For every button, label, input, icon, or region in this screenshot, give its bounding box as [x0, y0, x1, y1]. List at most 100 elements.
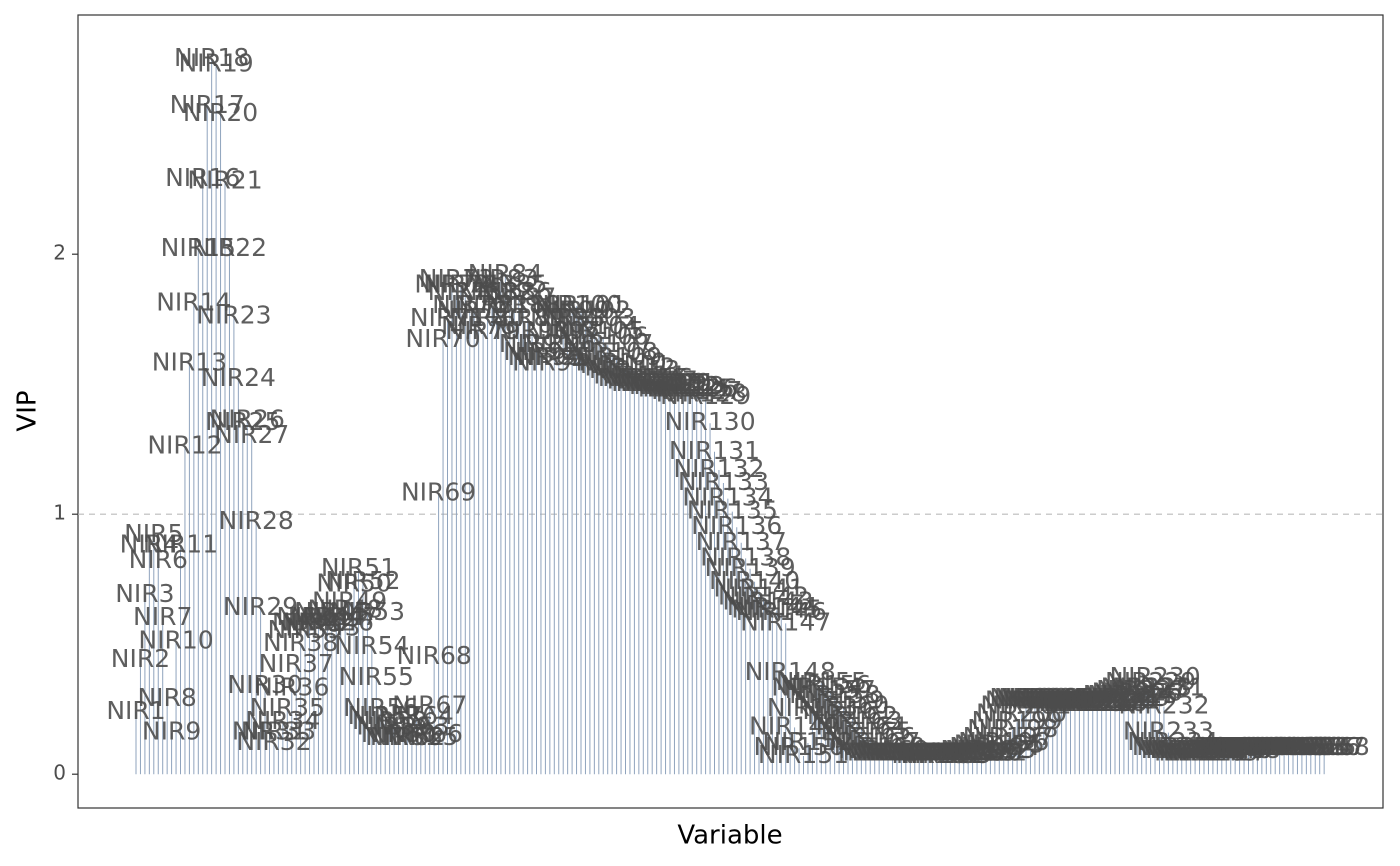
point-label: NIR259	[1239, 732, 1330, 761]
point-label: NIR225	[1087, 680, 1178, 709]
point-label: NIR201	[980, 691, 1071, 720]
point-label: NIR252	[1207, 732, 1298, 761]
point-label: NIR14	[156, 288, 231, 317]
point-label: NIR114	[593, 360, 684, 389]
point-label: NIR242	[1163, 737, 1254, 766]
point-label: NIR37	[259, 649, 334, 678]
point-label: NIR205	[998, 683, 1089, 712]
point-label: NIR239	[1150, 735, 1241, 764]
point-label: NIR18	[174, 43, 249, 72]
point-label: NIR171	[847, 737, 938, 766]
point-label: NIR77	[437, 295, 512, 324]
point-label: NIR249	[1194, 732, 1285, 761]
point-label: NIR80	[450, 303, 525, 332]
point-label: NIR200	[976, 698, 1067, 727]
point-label: NIR176	[869, 737, 960, 766]
point-label: NIR243	[1167, 737, 1258, 766]
point-label: NIR26	[210, 405, 285, 434]
point-label: NIR169	[838, 735, 929, 764]
point-label: NIR265	[1265, 732, 1356, 761]
point-label: NIR89	[490, 303, 565, 332]
point-label: NIR208	[1012, 685, 1103, 714]
point-label: NIR149	[749, 711, 840, 740]
point-label: NIR187	[918, 737, 1009, 766]
point-label: NIR79	[445, 316, 520, 345]
point-label: NIR216	[1047, 688, 1138, 717]
point-label: NIR131	[669, 436, 760, 465]
point-label: NIR260	[1243, 732, 1334, 761]
point-label: NIR6	[129, 545, 188, 574]
point-label: NIR191	[936, 737, 1027, 766]
point-label: NIR120	[620, 368, 711, 397]
point-label: NIR106	[558, 321, 649, 350]
point-label: NIR10	[138, 626, 213, 655]
point-label: NIR64	[379, 701, 454, 730]
point-label: NIR154	[771, 672, 862, 701]
point-label: NIR45	[294, 597, 369, 626]
point-label: NIR29	[223, 592, 298, 621]
point-label: NIR15	[161, 233, 236, 262]
point-label: NIR59	[356, 711, 431, 740]
point-label: NIR107	[562, 329, 653, 358]
point-label: NIR248	[1190, 735, 1281, 764]
point-label: NIR86	[477, 277, 552, 306]
y-tick-label: 2	[53, 241, 66, 265]
point-label: NIR221	[1069, 685, 1160, 714]
point-label: NIR197	[963, 722, 1054, 751]
point-label: NIR155	[776, 667, 867, 696]
point-label: NIR235	[1132, 732, 1223, 761]
point-label: NIR161	[802, 696, 893, 725]
point-label: NIR160	[798, 691, 889, 720]
point-label: NIR61	[365, 722, 440, 751]
y-tick-label: 0	[53, 761, 66, 785]
point-label: NIR170	[842, 737, 933, 766]
point-label: NIR124	[638, 373, 729, 402]
point-label: NIR71	[410, 303, 485, 332]
point-label: NIR185	[909, 737, 1000, 766]
panel	[77, 14, 1384, 809]
point-label: NIR231	[1114, 672, 1205, 701]
point-label: NIR83	[463, 264, 538, 293]
point-label: NIR127	[651, 376, 742, 405]
x-axis-title: Variable	[677, 821, 782, 851]
point-label: NIR258	[1234, 732, 1325, 761]
point-label: NIR209	[1016, 685, 1107, 714]
point-label: NIR263	[1256, 732, 1347, 761]
point-label: NIR58	[352, 706, 427, 735]
point-label: NIR36	[254, 672, 329, 701]
point-label: NIR240	[1154, 737, 1245, 766]
point-label: NIR34	[245, 706, 320, 735]
point-label: NIR25	[205, 407, 280, 436]
point-label: NIR207	[1007, 685, 1098, 714]
point-label: NIR173	[856, 737, 947, 766]
point-label: NIR129	[660, 381, 751, 410]
point-label: NIR147	[740, 607, 831, 636]
point-label: NIR76	[432, 290, 507, 319]
point-label: NIR69	[401, 477, 476, 506]
point-label: NIR244	[1172, 737, 1263, 766]
point-label: NIR146	[736, 597, 827, 626]
point-label: NIR93	[508, 342, 583, 371]
point-label: NIR40	[272, 607, 347, 636]
point-label: NIR183	[900, 740, 991, 769]
point-label: NIR5	[124, 519, 183, 548]
point-label: NIR91	[499, 329, 574, 358]
point-label: NIR30	[227, 670, 302, 699]
point-label: NIR174	[860, 737, 951, 766]
point-label: NIR250	[1198, 732, 1289, 761]
point-label: NIR198	[967, 714, 1058, 743]
point-label: NIR41	[276, 602, 351, 631]
point-label: NIR141	[713, 574, 804, 603]
point-label: NIR223	[1078, 683, 1169, 712]
point-label: NIR99	[534, 295, 609, 324]
point-label: NIR101	[535, 290, 626, 319]
point-label: NIR203	[989, 683, 1080, 712]
point-label: NIR237	[1141, 735, 1232, 764]
point-label: NIR217	[1052, 688, 1143, 717]
point-label: NIR246	[1181, 735, 1272, 764]
point-label: NIR60	[361, 719, 436, 748]
point-label: NIR159	[794, 685, 885, 714]
point-label: NIR87	[481, 282, 556, 311]
point-label: NIR175	[865, 737, 956, 766]
point-label: NIR51	[321, 553, 396, 582]
